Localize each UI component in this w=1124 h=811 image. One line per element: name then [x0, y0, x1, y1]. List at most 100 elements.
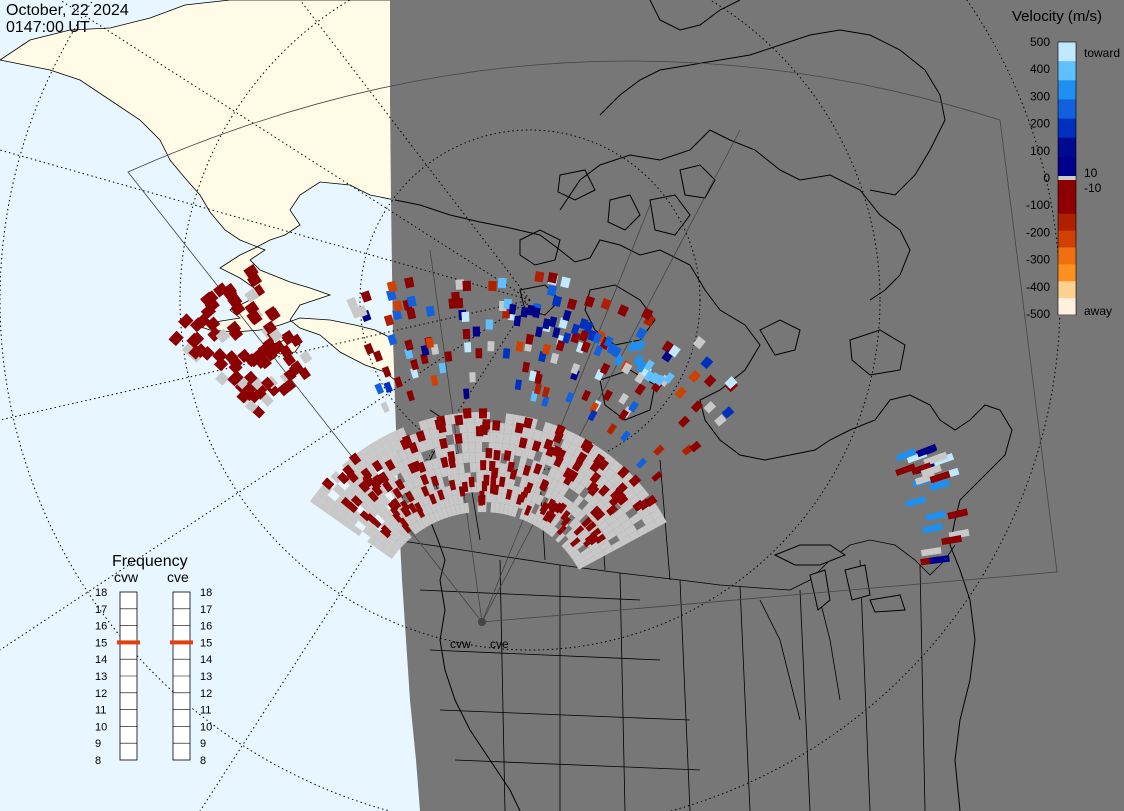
echo-cell: [447, 495, 455, 507]
echo-cell: [498, 503, 505, 515]
frequency-tick-label: 15: [95, 637, 107, 649]
echo-cell: [467, 432, 476, 443]
echo-cell: [568, 517, 580, 529]
echo-cell: [643, 359, 655, 372]
echo-cell: [395, 521, 406, 533]
echo-cell: [200, 303, 217, 320]
echo-cell: [914, 472, 936, 486]
echo-cell: [570, 331, 581, 344]
echo-cell: [486, 492, 492, 503]
echo-cell: [591, 546, 603, 556]
echo-cell: [442, 496, 451, 508]
threshold-neg-label: -10: [1084, 181, 1102, 195]
echo-cell: [410, 359, 419, 371]
echo-cell: [587, 409, 598, 422]
echo-cell: [437, 509, 445, 521]
echo-cell: [584, 295, 596, 308]
echo-cell: [599, 362, 611, 375]
echo-cell: [604, 530, 617, 541]
velocity-bar-segment: [1058, 247, 1076, 265]
echo-cell: [215, 328, 231, 344]
echo-cell: [367, 537, 379, 548]
echo-cell: [395, 427, 408, 440]
echo-cell: [260, 393, 274, 407]
echo-cell: [628, 474, 642, 487]
echo-cell: [360, 290, 372, 303]
velocity-bar-segment: [1058, 156, 1076, 177]
echo-cell: [530, 514, 540, 526]
echo-cell: [724, 376, 738, 390]
echo-cell: [348, 452, 362, 466]
echo-cell: [318, 501, 331, 514]
echo-cell: [346, 501, 359, 514]
echo-cell: [269, 328, 283, 343]
echo-cell: [520, 306, 529, 318]
echo-cell: [548, 526, 559, 538]
velocity-tick-label: 200: [1030, 117, 1050, 131]
echo-cell: [609, 519, 622, 531]
echo-cell: [578, 330, 590, 343]
echo-cell: [523, 504, 533, 516]
echo-cell: [629, 513, 642, 525]
echo-cell: [572, 553, 583, 563]
echo-cell: [457, 463, 465, 474]
echo-cell: [330, 470, 344, 484]
echo-cell: [571, 506, 582, 518]
frequency-marker-cve: [170, 640, 193, 645]
echo-cell: [500, 493, 507, 505]
echo-cell: [514, 445, 524, 457]
echo-cell: [596, 475, 609, 488]
echo-cell: [483, 475, 490, 486]
echo-cell: [654, 374, 666, 387]
echo-cell: [366, 506, 378, 519]
echo-cell: [509, 434, 519, 446]
echo-cell: [509, 495, 517, 507]
echo-cell: [424, 459, 434, 472]
echo-cell: [589, 471, 602, 484]
echo-cell: [356, 487, 369, 500]
echo-cell: [541, 521, 552, 533]
echo-cell: [653, 444, 665, 456]
echo-cell: [545, 455, 556, 467]
echo-cell: [383, 314, 395, 327]
echo-cell: [266, 307, 281, 322]
echo-cell: [475, 442, 482, 453]
echo-cell: [533, 463, 543, 475]
echo-cell: [418, 419, 429, 432]
echo-cell: [634, 383, 646, 396]
echo-cell: [649, 372, 661, 384]
echo-cell: [378, 483, 390, 495]
echo-cell: [388, 430, 401, 443]
echo-cell: [419, 494, 429, 506]
echo-cell: [520, 446, 530, 459]
echo-cell: [633, 354, 644, 367]
echo-cell: [381, 433, 394, 447]
echo-cell: [527, 448, 537, 460]
echo-cell: [436, 489, 445, 501]
echo-cell: [636, 525, 650, 537]
echo-cell: [377, 510, 389, 522]
echo-cell: [620, 470, 634, 484]
echo-cell: [631, 482, 645, 496]
echo-cell: [425, 337, 435, 349]
echo-cell: [367, 441, 380, 455]
echo-cell: [334, 513, 347, 525]
echo-cell: [922, 523, 944, 534]
echo-cell: [570, 323, 581, 335]
echo-cell: [461, 311, 470, 323]
echo-cell: [511, 506, 519, 518]
echo-cell: [516, 466, 525, 478]
echo-cell: [584, 532, 596, 544]
echo-cell: [430, 374, 439, 386]
echo-cell: [367, 490, 379, 503]
echo-cell: [643, 370, 655, 383]
radar-label-cve: cve: [490, 637, 509, 651]
velocity-tick-label: 400: [1030, 62, 1050, 76]
echo-cell: [262, 320, 277, 335]
echo-cell: [920, 546, 942, 557]
echo-cell: [593, 550, 606, 561]
echo-cell: [498, 476, 506, 488]
echo-cell: [410, 367, 419, 379]
echo-cell: [539, 504, 549, 516]
echo-cell: [553, 481, 564, 494]
